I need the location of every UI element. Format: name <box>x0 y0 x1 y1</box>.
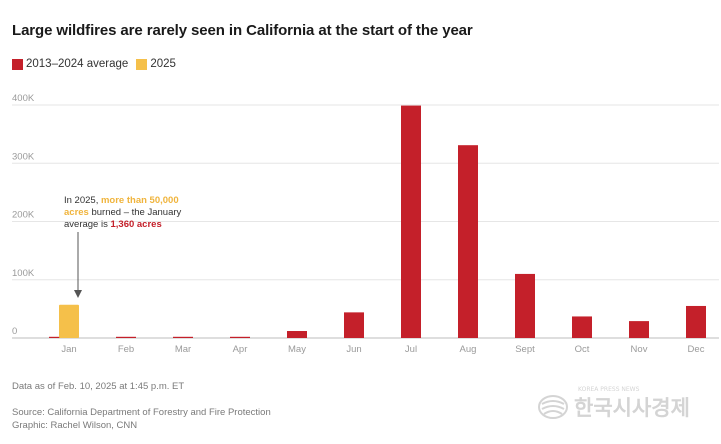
legend-label-average: 2013–2024 average <box>26 58 129 70</box>
credit-note: Graphic: Rachel Wilson, CNN <box>12 420 138 431</box>
bar-2025-jan <box>59 304 79 338</box>
x-tick-label: Nov <box>631 344 648 355</box>
x-tick-label: Mar <box>175 344 191 355</box>
annotation-text: In 2025, more than 50,000 acres burned –… <box>64 195 194 231</box>
bar-average-oct <box>572 316 592 338</box>
legend-label-2025: 2025 <box>150 58 176 70</box>
legend: 2013–2024 average 2025 <box>12 58 184 70</box>
annotation-arrowhead <box>74 290 82 298</box>
watermark-small-text: KOREA PRESS NEWS <box>578 386 640 393</box>
bar-average-aug <box>458 145 478 338</box>
bar-average-nov <box>629 321 649 338</box>
x-tick-label: Dec <box>688 344 705 355</box>
bar-average-apr <box>230 336 250 338</box>
x-tick-label: Apr <box>233 344 248 355</box>
y-tick-label: 0 <box>12 326 17 337</box>
x-tick-label: Jul <box>405 344 417 355</box>
bar-average-dec <box>686 305 706 338</box>
annotation-highlight-average: 1,360 acres <box>110 219 162 230</box>
x-tick-label: May <box>288 344 306 355</box>
y-tick-label: 100K <box>12 268 35 279</box>
x-tick-label: Feb <box>118 344 134 355</box>
legend-swatch-average <box>12 58 23 70</box>
source-note: Source: California Department of Forestr… <box>12 407 271 418</box>
annotation-middle: burned – the January average is <box>64 207 182 230</box>
bar-average-sept <box>515 273 535 338</box>
bar-average-feb <box>116 336 136 338</box>
x-tick-label: Sept <box>515 344 535 355</box>
bar-average-may <box>287 331 307 338</box>
chart-title: Large wildfires are rarely seen in Calif… <box>12 22 473 39</box>
watermark-logo-icon <box>538 395 568 419</box>
x-tick-label: Jun <box>346 344 361 355</box>
bar-average-jan <box>49 336 65 338</box>
legend-swatch-2025 <box>136 58 148 70</box>
legend-item-average: 2013–2024 average <box>12 58 128 70</box>
data-note: Data as of Feb. 10, 2025 at 1:45 p.m. ET <box>12 381 185 392</box>
x-tick-label: Aug <box>460 344 477 355</box>
x-tick-label: Jan <box>61 344 76 355</box>
bar-average-jul <box>401 105 421 339</box>
legend-item-2025: 2025 <box>136 58 176 70</box>
bar-average-mar <box>173 336 193 338</box>
watermark-text: 한국시사경제 <box>574 396 690 420</box>
x-tick-label: Oct <box>575 344 590 355</box>
bar-average-jun <box>344 312 364 338</box>
watermark: KOREA PRESS NEWS 한국시사경제 <box>538 386 690 422</box>
y-tick-label: 300K <box>12 151 35 162</box>
annotation-highlight-2025: more than 50,000 acres <box>64 195 179 218</box>
y-tick-label: 200K <box>12 210 35 221</box>
annotation-prefix: In 2025, <box>64 195 101 206</box>
y-tick-label: 400K <box>12 93 35 104</box>
